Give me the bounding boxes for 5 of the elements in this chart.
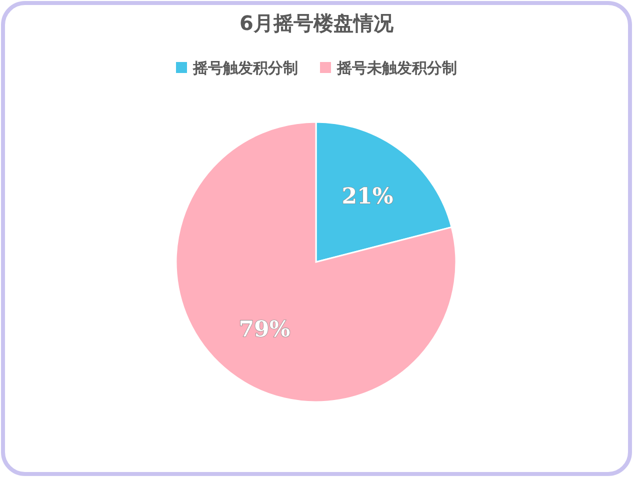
- chart-title: 6月摇号楼盘情况: [240, 11, 394, 35]
- data-label: 79%: [238, 316, 290, 342]
- data-label: 21%: [342, 184, 394, 210]
- legend-label: 摇号触发积分制: [192, 59, 298, 77]
- legend-label: 摇号未触发积分制: [336, 59, 457, 77]
